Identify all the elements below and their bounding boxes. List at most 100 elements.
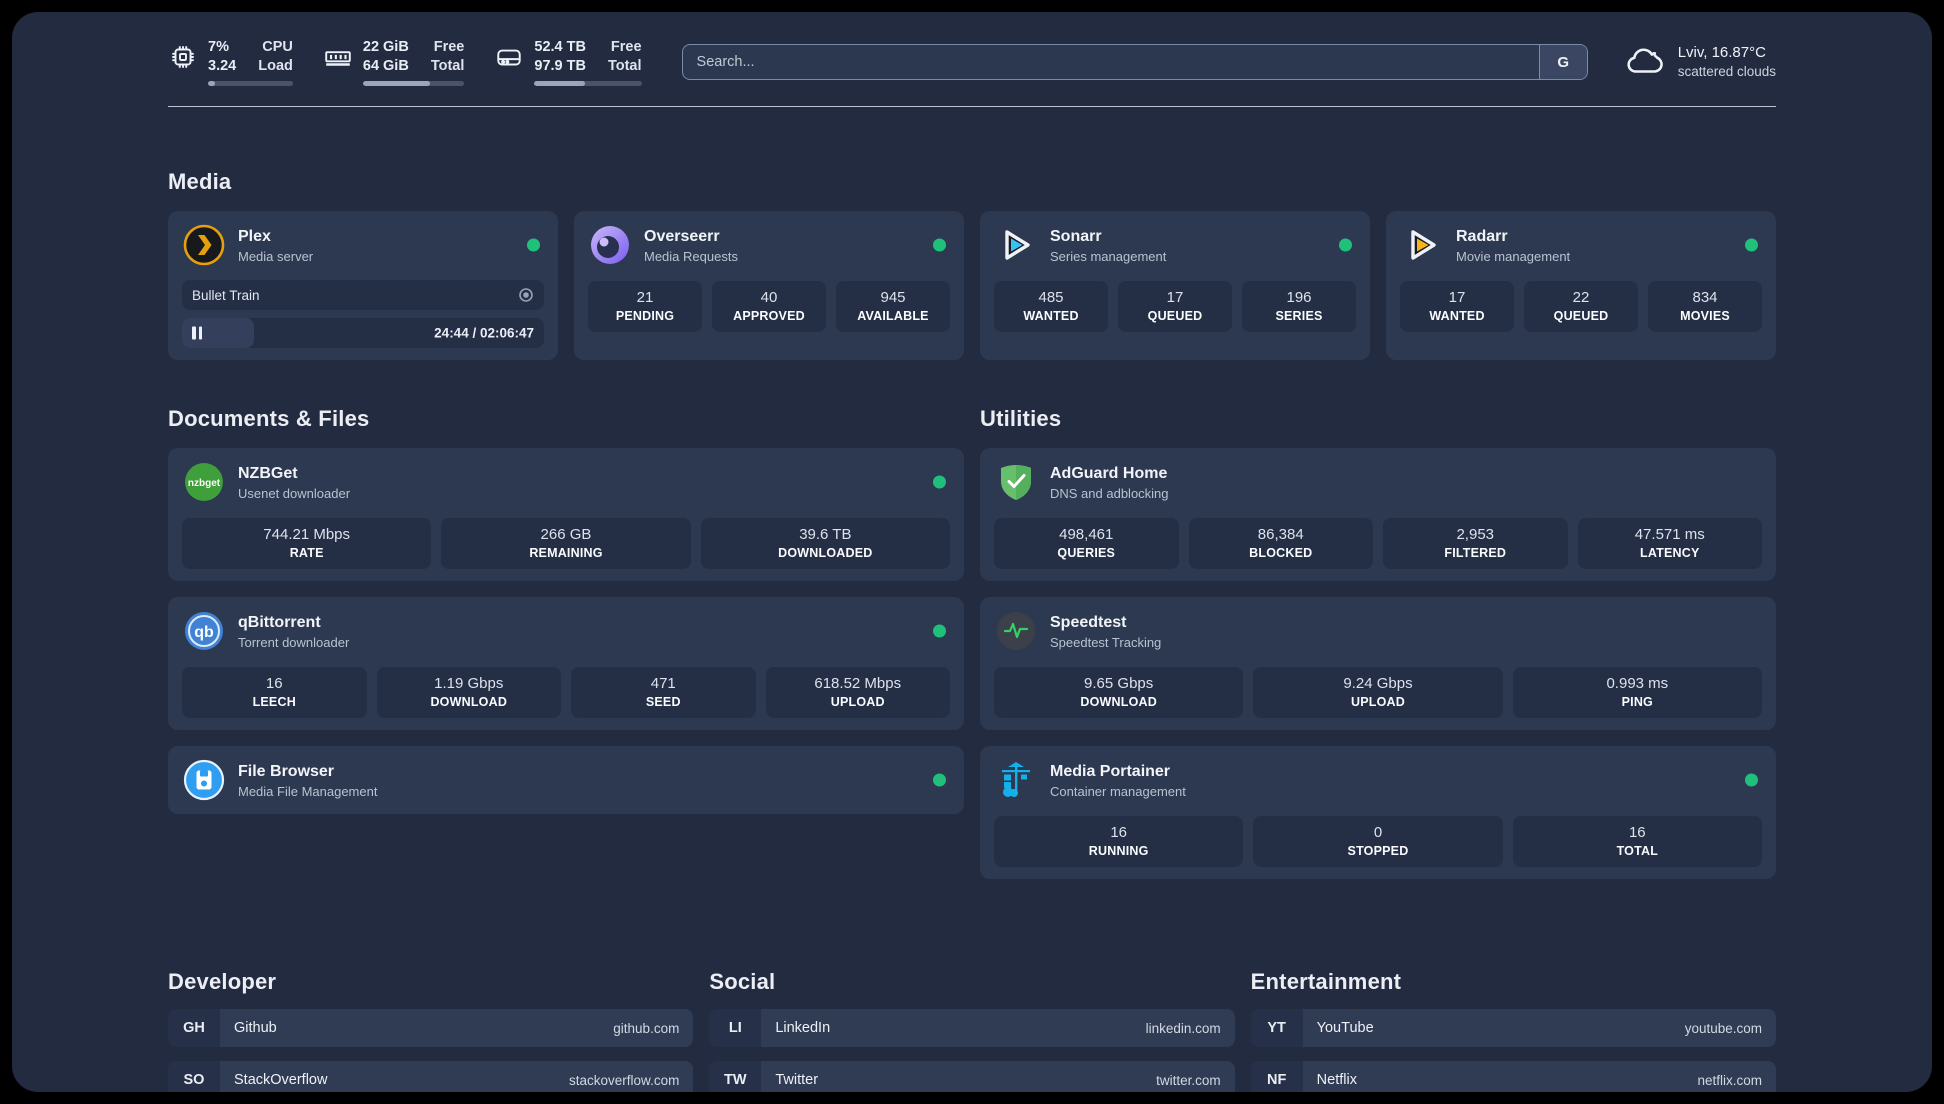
system-stats: 7% 3.24 CPU Load (168, 38, 642, 86)
bookmark-linkedin[interactable]: LI LinkedIn linkedin.com (709, 1009, 1235, 1047)
stat-tile: 17 WANTED (1400, 281, 1514, 332)
ram-free-value: 22 GiB (362, 39, 409, 56)
utilities-column: Utilities AdGuard Home DNS and adblockin… (980, 406, 1776, 895)
adguard-icon (994, 460, 1038, 504)
service-desc: Media server (238, 248, 314, 264)
stat-tile: 945 AVAILABLE (836, 281, 950, 332)
weather-location-temp: Lviv, 16.87°C (1677, 43, 1766, 61)
bookmark-name: Twitter (775, 1072, 819, 1088)
ram-total-value: 64 GiB (362, 58, 409, 74)
portainer-icon (994, 758, 1038, 802)
service-name: Overseerr (644, 227, 720, 245)
status-dot (933, 475, 946, 489)
bookmark-stackoverflow[interactable]: SO StackOverflow stackoverflow.com (168, 1061, 694, 1092)
bookmark-netflix[interactable]: NF Netflix netflix.com (1250, 1061, 1776, 1092)
search-input[interactable] (681, 44, 1588, 80)
section-title-entertainment: Entertainment (1250, 969, 1402, 994)
portainer-card[interactable]: Media Portainer Container management 16 R… (980, 746, 1776, 879)
service-desc: Usenet downloader (238, 485, 351, 501)
entertainment-section: Entertainment YT YouTube youtube.com NF … (1250, 969, 1776, 1092)
stat-tile: 2,953 FILTERED (1383, 518, 1568, 569)
stat-tile: 21 PENDING (588, 281, 702, 332)
stat-tile: 47.571 ms LATENCY (1577, 518, 1762, 569)
service-desc: Torrent downloader (238, 634, 350, 650)
overseerr-card[interactable]: Overseerr Media Requests 21 PENDING 40 APP… (574, 211, 964, 360)
service-name: Radarr (1456, 227, 1508, 245)
overseerr-icon (588, 223, 632, 267)
search-engine-button[interactable]: G (1538, 45, 1587, 79)
bookmark-url: linkedin.com (1145, 1020, 1221, 1036)
section-title-utilities: Utilities (980, 406, 1062, 431)
service-name: File Browser (238, 762, 335, 780)
service-name: Speedtest (1050, 613, 1127, 631)
disk-total-label: Total (607, 58, 642, 74)
stat-tile: 266 GB REMAINING (441, 518, 691, 569)
pause-button[interactable] (192, 326, 202, 340)
top-bar: 7% 3.24 CPU Load (168, 38, 1776, 86)
plex-icon (182, 223, 226, 267)
stat-tile: 471 SEED (571, 667, 756, 718)
bookmark-youtube[interactable]: YT YouTube youtube.com (1250, 1009, 1776, 1047)
bookmark-name: YouTube (1316, 1020, 1374, 1036)
disk-progress-bar (534, 80, 642, 86)
filebrowser-card[interactable]: File Browser Media File Management (168, 746, 964, 814)
stat-tile: 485 WANTED (994, 281, 1108, 332)
playback-time: 24:44 / 02:06:47 (434, 325, 534, 341)
ram-free-label: Free (433, 39, 465, 56)
cpu-icon (168, 42, 198, 72)
session-target-icon (518, 287, 534, 303)
stat-tile: 498,461 QUERIES (994, 518, 1179, 569)
disk-icon (494, 42, 524, 72)
service-desc: Series management (1050, 248, 1167, 264)
disk-free-value: 52.4 TB (534, 39, 586, 56)
speedtest-card[interactable]: Speedtest Speedtest Tracking 9.65 Gbps DO… (980, 597, 1776, 730)
bookmark-twitter[interactable]: TW Twitter twitter.com (709, 1061, 1235, 1092)
service-desc: Movie management (1456, 248, 1571, 264)
weather-widget: Lviv, 16.87°C scattered clouds (1624, 43, 1776, 81)
disk-free-label: Free (610, 39, 642, 56)
bookmark-name: Github (234, 1020, 277, 1036)
now-playing-title: Bullet Train (192, 287, 260, 303)
status-dot (933, 238, 946, 252)
bookmark-abbr: GH (168, 1009, 220, 1047)
status-dot (1745, 238, 1758, 252)
section-title-media: Media (168, 169, 232, 194)
section-title-documents: Documents & Files (168, 406, 370, 431)
bookmark-abbr: YT (1250, 1009, 1303, 1047)
plex-card[interactable]: Plex Media server Bullet Train 24:44 / 0… (168, 211, 558, 360)
stat-tile: 22 QUEUED (1524, 281, 1638, 332)
cpu-load-label: Load (258, 58, 293, 74)
ram-progress-bar (362, 80, 465, 86)
adguard-card[interactable]: AdGuard Home DNS and adblocking 498,461 Q… (980, 448, 1776, 581)
speedtest-icon (994, 609, 1038, 653)
qbittorrent-card[interactable]: qb qBittorrent Torrent downloader 16 LEEC… (168, 597, 964, 730)
stat-tile: 0.993 ms PING (1512, 667, 1762, 718)
service-desc: Media File Management (238, 783, 378, 799)
developer-section: Developer GH Github github.com SO StackO… (168, 969, 694, 1092)
cpu-stat: 7% 3.24 CPU Load (168, 38, 293, 86)
disk-stat: 52.4 TB 97.9 TB Free Total (494, 38, 642, 86)
sonarr-card[interactable]: Sonarr Series management 485 WANTED 17 QUE… (980, 211, 1370, 360)
cpu-usage-value: 7% (208, 39, 229, 56)
bookmark-name: StackOverflow (234, 1072, 328, 1088)
section-title-social: Social (709, 969, 776, 994)
nzbget-icon: nzbget (182, 460, 226, 504)
service-desc: Media Requests (644, 248, 738, 264)
bookmark-github[interactable]: GH Github github.com (168, 1009, 694, 1047)
disk-total-value: 97.9 TB (534, 58, 586, 74)
status-dot (527, 238, 540, 252)
documents-column: Documents & Files nzbget NZBGet Usenet d… (168, 406, 964, 895)
service-name: qBittorrent (238, 613, 321, 631)
service-desc: Speedtest Tracking (1050, 634, 1162, 650)
stat-tile: 9.65 Gbps DOWNLOAD (994, 667, 1244, 718)
stat-tile: 618.52 Mbps UPLOAD (765, 667, 950, 718)
bookmark-abbr: SO (168, 1061, 220, 1092)
ram-stat: 22 GiB 64 GiB Free Total (323, 38, 465, 86)
bookmark-url: github.com (613, 1020, 680, 1036)
bookmark-url: netflix.com (1697, 1072, 1762, 1088)
radarr-card[interactable]: Radarr Movie management 17 WANTED 22 QUEUE… (1386, 211, 1776, 360)
stat-tile: 9.24 Gbps UPLOAD (1253, 667, 1503, 718)
radarr-icon (1400, 223, 1444, 267)
nzbget-card[interactable]: nzbget NZBGet Usenet downloader 744.21 M… (168, 448, 964, 581)
service-desc: Container management (1050, 783, 1186, 799)
